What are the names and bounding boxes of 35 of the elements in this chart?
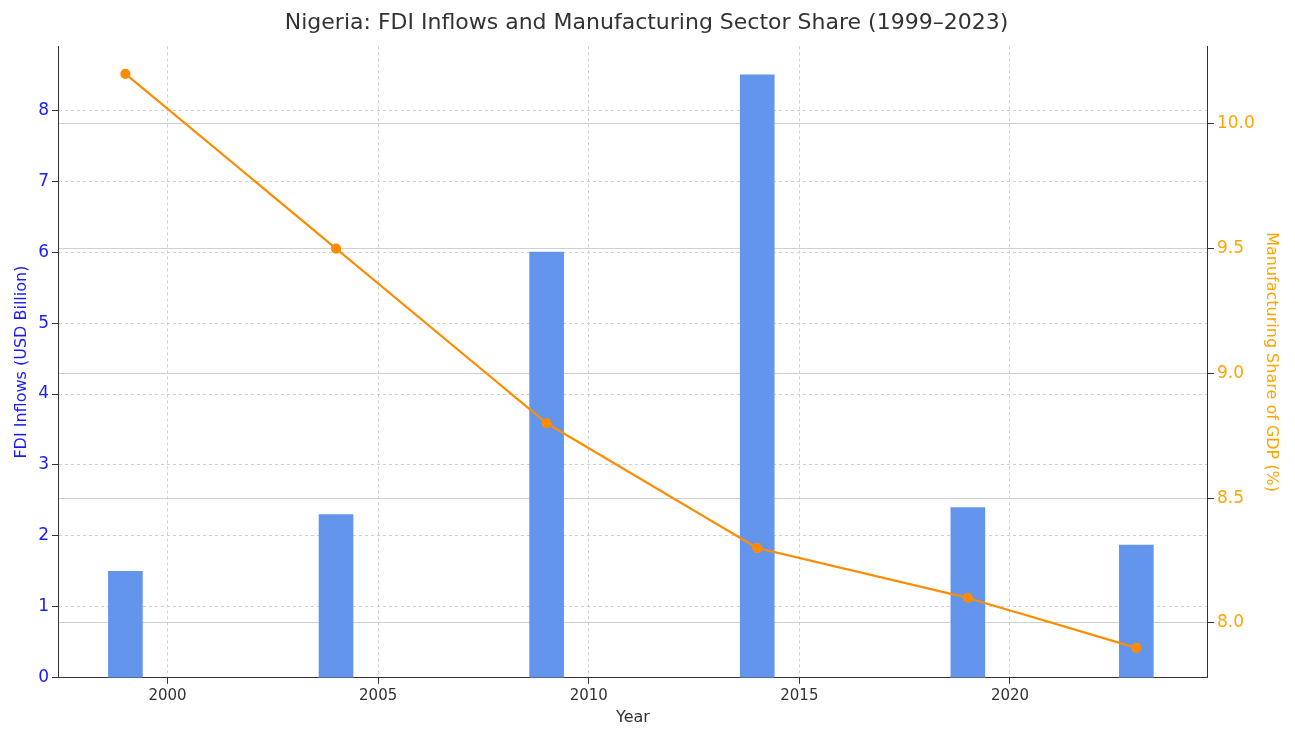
x-axis-title: Year: [615, 706, 651, 726]
y2-tick-label: 9.0: [1216, 361, 1244, 382]
y2-tick-label: 9.5: [1216, 236, 1244, 257]
chart-title: Nigeria: FDI Inflows and Manufacturing Sector Share (1999–2023): [284, 8, 1009, 34]
x-tick-label: 2005: [359, 685, 398, 704]
point: [962, 592, 973, 604]
y2-tick-label: 8.5: [1216, 486, 1244, 507]
x-tick-label: 2000: [148, 685, 187, 704]
x-tick-label: 2020: [990, 685, 1030, 704]
bar: [529, 251, 564, 678]
y-tick-label: 1: [38, 595, 50, 616]
point: [120, 68, 131, 79]
y-tick-label: 8: [38, 98, 50, 119]
y-tick-label: 5: [38, 311, 50, 332]
y-tick-label: 2: [38, 524, 50, 545]
bar: [108, 571, 143, 678]
bar: [318, 514, 354, 678]
y-tick-label: 3: [38, 453, 50, 474]
y-tick-label: 0: [38, 666, 50, 687]
y2-axis-title: Manufacturing Share of GDP (%): [1263, 232, 1283, 493]
y-axis-title: FDI Inflows (USD Billion): [10, 265, 30, 459]
point: [541, 418, 552, 429]
bar: [739, 74, 775, 678]
y2-tick-label: 10.0: [1216, 112, 1255, 133]
y-tick-label: 7: [38, 169, 50, 190]
x-tick-label: 2015: [780, 685, 819, 704]
y2-tick-label: 8.0: [1216, 611, 1244, 632]
point: [330, 243, 342, 254]
x-tick-label: 2010: [569, 685, 608, 704]
y-tick-label: 4: [38, 382, 50, 403]
point: [1131, 642, 1142, 653]
bar: [1119, 544, 1154, 678]
point: [752, 542, 763, 554]
y-tick-label: 6: [38, 240, 50, 261]
bar: [950, 507, 986, 678]
